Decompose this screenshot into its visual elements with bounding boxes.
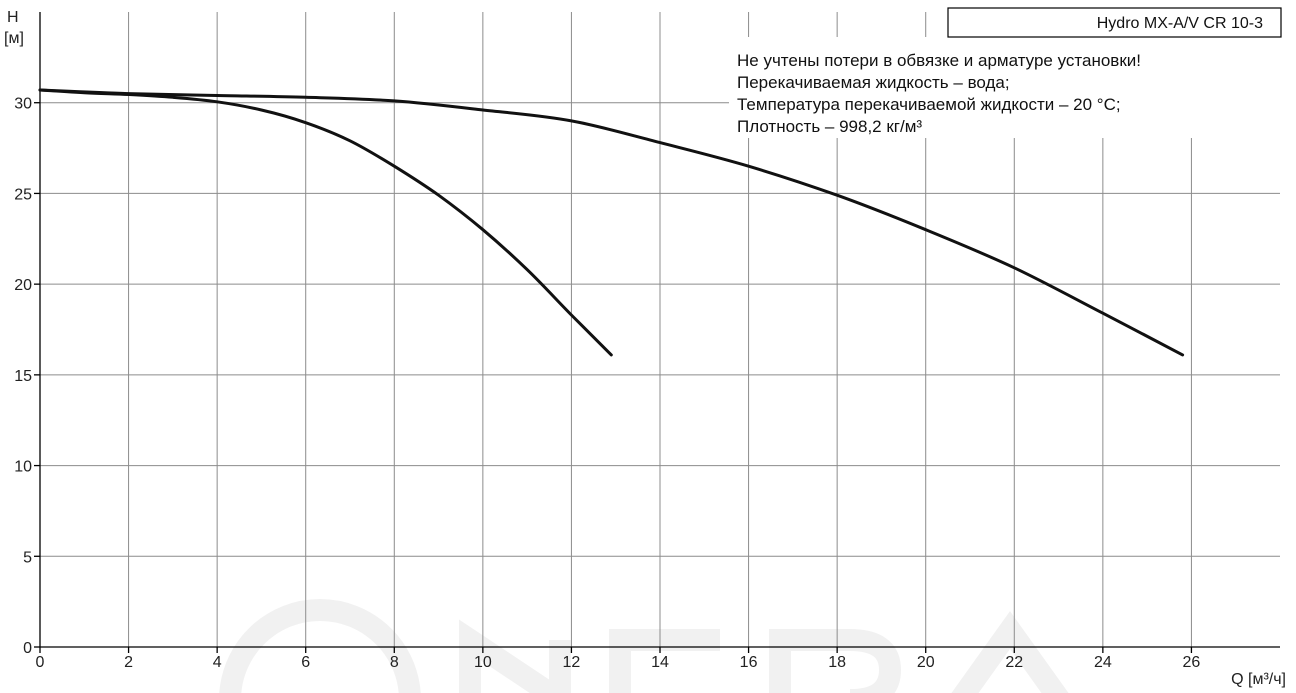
note-line-4: Плотность – 998,2 кг/м³ (737, 117, 922, 136)
pump-curve-2 (38, 88, 1185, 357)
y-tick-label-25: 25 (14, 186, 32, 203)
y-axis-label-line1: H (7, 9, 19, 26)
note-line-2: Перекачиваемая жидкость – вода; (737, 73, 1010, 92)
series (38, 88, 1185, 357)
x-tick-label-2: 2 (124, 654, 133, 671)
x-tick-label-16: 16 (740, 654, 758, 671)
y-tick-label-30: 30 (14, 96, 32, 113)
title-frame (947, 7, 1282, 38)
y-axis-label-line2: [м] (4, 30, 24, 47)
chart-title: Hydro MX-A/V CR 10-3 (1097, 15, 1263, 32)
notes-background (729, 37, 1281, 138)
title-box: Hydro MX-A/V CR 10-3 (947, 7, 1282, 38)
x-tick-label-6: 6 (301, 654, 310, 671)
x-tick-label-10: 10 (474, 654, 492, 671)
x-tick-label-18: 18 (828, 654, 846, 671)
x-tick-label-14: 14 (651, 654, 669, 671)
axes (34, 12, 1280, 653)
pump-curve-1 (38, 88, 613, 357)
x-axis-label: Q [м³/ч] (1231, 671, 1286, 688)
notes-box: Не учтены потери в обвязке и арматуре ус… (729, 37, 1281, 138)
x-tick-label-8: 8 (390, 654, 399, 671)
watermark (219, 599, 1069, 693)
x-tick-label-0: 0 (36, 654, 45, 671)
note-line-3: Температура перекачиваемой жидкости – 20… (737, 95, 1121, 114)
y-tick-label-20: 20 (14, 277, 32, 294)
y-tick-label-15: 15 (14, 368, 32, 385)
y-tick-label-10: 10 (14, 459, 32, 476)
x-tick-label-12: 12 (563, 654, 581, 671)
x-tick-label-4: 4 (213, 654, 222, 671)
x-tick-label-26: 26 (1183, 654, 1201, 671)
y-tick-label-0: 0 (23, 640, 32, 657)
note-line-1: Не учтены потери в обвязке и арматуре ус… (737, 51, 1141, 70)
y-tick-label-5: 5 (23, 549, 32, 566)
x-tick-label-22: 22 (1005, 654, 1023, 671)
x-tick-label-24: 24 (1094, 654, 1112, 671)
x-tick-label-20: 20 (917, 654, 935, 671)
